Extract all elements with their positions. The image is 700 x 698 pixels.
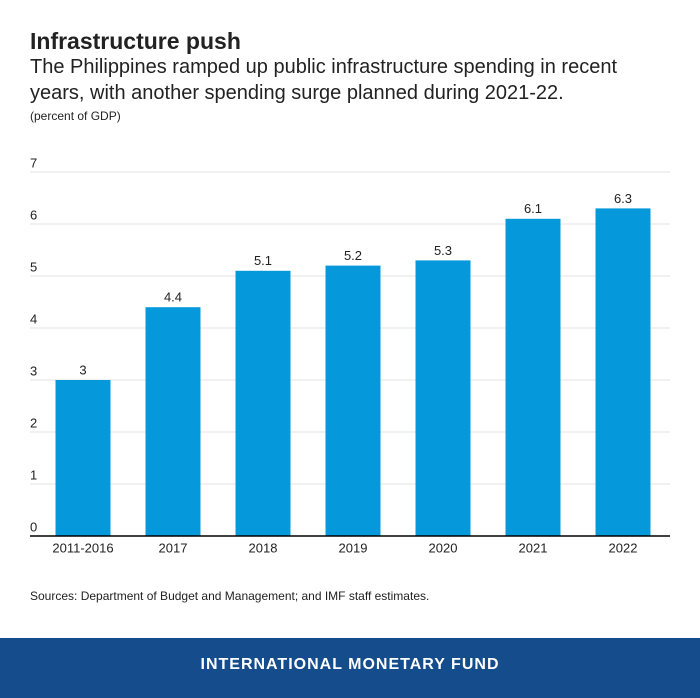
- x-tick-label: 2021: [519, 540, 548, 555]
- chart-subtitle: The Philippines ramped up public infrast…: [30, 56, 617, 104]
- bar: [415, 260, 471, 536]
- value-label: 5.1: [254, 253, 272, 268]
- value-label: 6.3: [614, 191, 632, 206]
- x-tick-label: 2018: [249, 540, 278, 555]
- chart-title: Infrastructure push: [30, 28, 241, 54]
- y-tick-label: 0: [30, 519, 37, 534]
- y-tick-label: 2: [30, 415, 37, 430]
- value-label: 3: [79, 362, 86, 377]
- y-axis-label: (percent of GDP): [30, 109, 121, 123]
- footer-text: INTERNATIONAL MONETARY FUND: [201, 656, 500, 673]
- y-tick-label: 5: [30, 259, 37, 274]
- y-tick-label: 7: [30, 155, 37, 170]
- value-label: 4.4: [164, 290, 182, 305]
- value-label: 6.1: [524, 201, 542, 216]
- value-label: 5.2: [344, 248, 362, 263]
- bar: [505, 218, 561, 537]
- bar: [55, 380, 111, 536]
- x-tick-label: 2020: [429, 540, 458, 555]
- x-tick-label: 2011-2016: [52, 540, 113, 555]
- bar: [235, 270, 291, 536]
- source-note: Sources: Department of Budget and Manage…: [30, 589, 429, 603]
- y-tick-label: 3: [30, 363, 37, 378]
- x-tick-label: 2022: [609, 540, 638, 555]
- y-tick-label: 6: [30, 207, 37, 222]
- footer-band: [0, 638, 700, 698]
- x-tick-label: 2017: [159, 540, 188, 555]
- y-tick-label: 4: [30, 311, 37, 326]
- bar: [325, 265, 381, 536]
- value-label: 5.3: [434, 243, 452, 258]
- bar: [145, 307, 201, 536]
- x-tick-label: 2019: [339, 540, 368, 555]
- y-tick-label: 1: [30, 467, 37, 482]
- bar: [595, 208, 651, 536]
